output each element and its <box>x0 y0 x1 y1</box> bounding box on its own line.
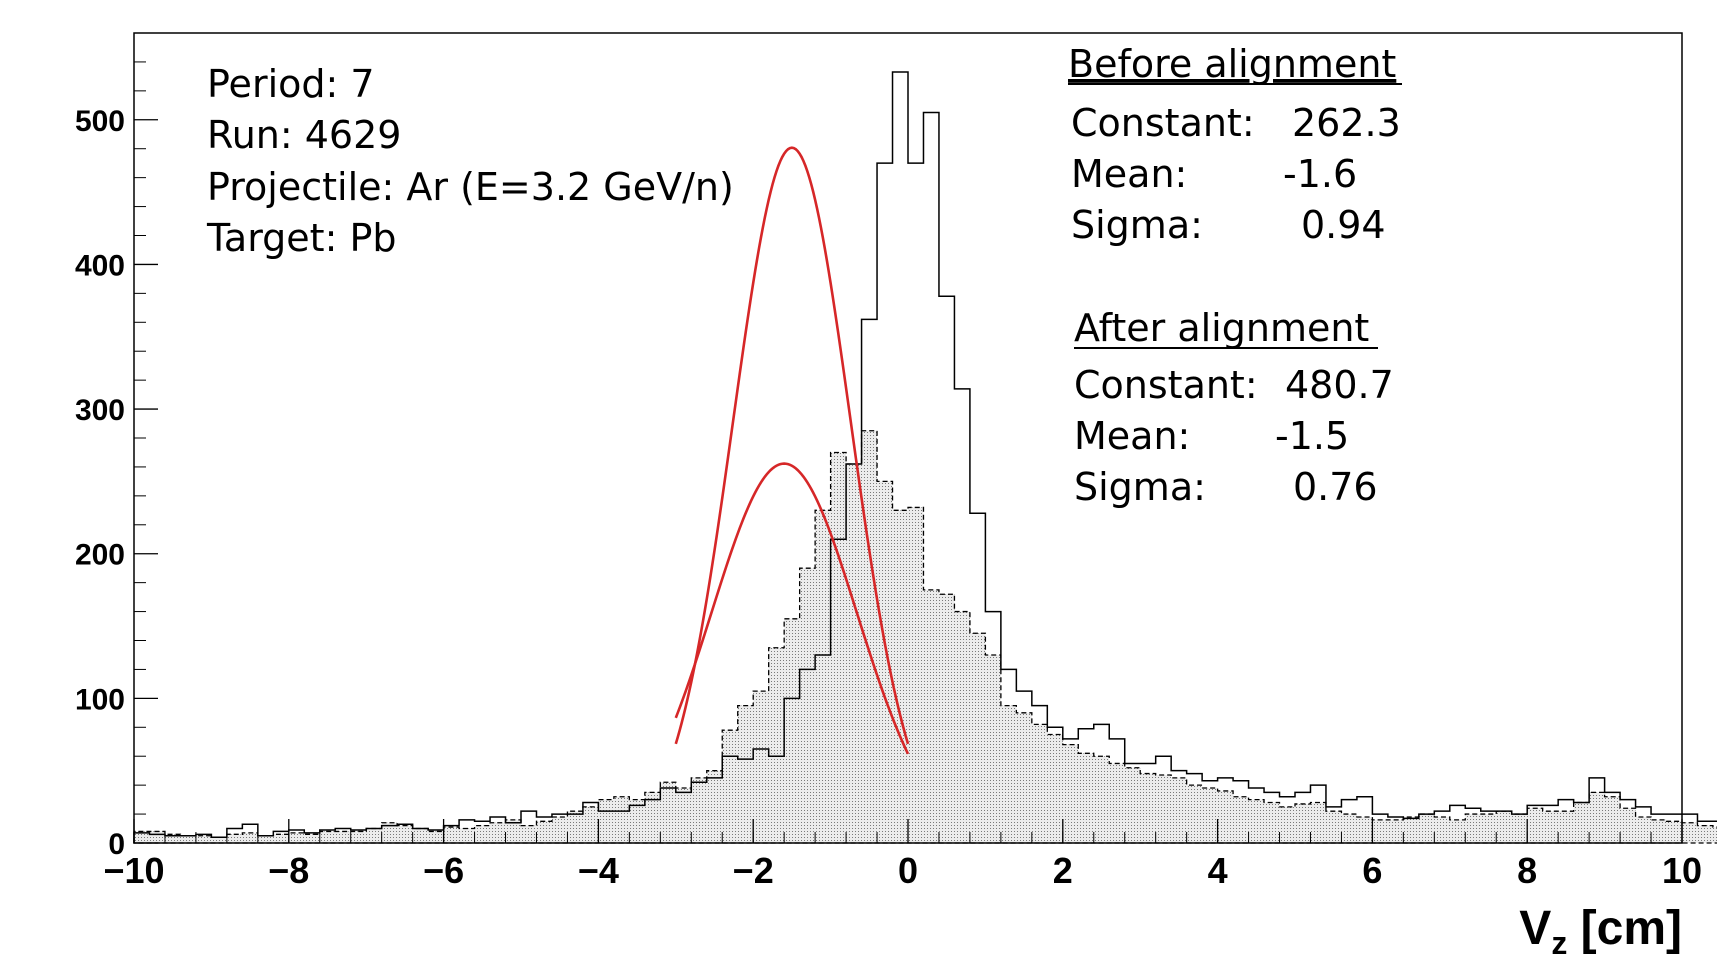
fit-curves-layer <box>674 146 910 755</box>
info-line-run: Run: 4629 <box>207 113 401 157</box>
info-line-period: Period: 7 <box>207 62 375 106</box>
x-axis-ticks: −10 −8 −6 −4 −2 0 2 4 6 8 10 <box>103 819 1702 891</box>
x-axis-title: Vz [cm] <box>1519 902 1682 961</box>
fit-before-constant-value: 262.3 <box>1292 101 1401 145</box>
y-axis-ticks: 0 100 200 300 400 500 <box>75 61 158 861</box>
x-tick-label: 10 <box>1662 850 1702 891</box>
x-tick-label: 8 <box>1517 850 1537 891</box>
fit-after-sigma-value: 0.76 <box>1293 465 1378 509</box>
y-tick-label: 300 <box>75 394 125 427</box>
y-tick-label: 400 <box>75 249 125 282</box>
fit-after-mean-value: -1.5 <box>1275 414 1349 458</box>
y-tick-label: 200 <box>75 539 125 572</box>
x-tick-label: −8 <box>268 850 309 891</box>
fit-before-sigma-label: Sigma: <box>1071 203 1203 247</box>
x-tick-label: −6 <box>423 850 464 891</box>
fit-after-mean-label: Mean: <box>1074 414 1190 458</box>
fit-after-sigma-label: Sigma: <box>1074 465 1206 509</box>
x-tick-label: 2 <box>1053 850 1073 891</box>
histogram-bars-layer <box>133 71 1717 844</box>
info-line-projectile: Projectile: Ar (E=3.2 GeV/n) <box>207 165 734 209</box>
fit-box-before: Before alignment Constant: 262.3 Mean: -… <box>1068 42 1402 247</box>
y-tick-label: 0 <box>108 828 125 861</box>
info-line-target: Target: Pb <box>206 216 396 260</box>
x-axis-title-sub: z <box>1551 925 1567 961</box>
fit-before-mean-value: -1.6 <box>1283 152 1357 196</box>
x-tick-label: 0 <box>898 850 918 891</box>
gaussian-fit-curve-1 <box>674 462 910 755</box>
x-tick-label: −4 <box>578 850 619 891</box>
fit-before-mean-label: Mean: <box>1071 152 1187 196</box>
y-tick-label: 500 <box>75 105 125 138</box>
fit-box-before-title: Before alignment <box>1068 42 1396 86</box>
x-axis-title-unit: [cm] <box>1567 902 1682 955</box>
x-tick-label: 6 <box>1362 850 1382 891</box>
histogram-after-alignment <box>133 430 1717 844</box>
fit-before-sigma-value: 0.94 <box>1301 203 1386 247</box>
x-tick-label: −2 <box>733 850 774 891</box>
fit-after-constant-label: Constant: <box>1074 363 1258 407</box>
histogram-before-alignment <box>133 71 1717 843</box>
fit-after-constant-value: 480.7 <box>1285 363 1394 407</box>
x-tick-label: 4 <box>1208 850 1228 891</box>
x-tick-label: −10 <box>103 850 164 891</box>
fit-before-constant-label: Constant: <box>1071 101 1255 145</box>
y-tick-label: 100 <box>75 683 125 716</box>
run-info: Period: 7 Run: 4629 Projectile: Ar (E=3.… <box>206 62 734 260</box>
fit-box-after-title: After alignment <box>1074 306 1369 350</box>
fit-box-after: After alignment Constant: 480.7 Mean: -1… <box>1074 306 1394 509</box>
gaussian-fit-curve-0 <box>674 146 910 745</box>
x-axis-title-var: V <box>1519 902 1551 955</box>
